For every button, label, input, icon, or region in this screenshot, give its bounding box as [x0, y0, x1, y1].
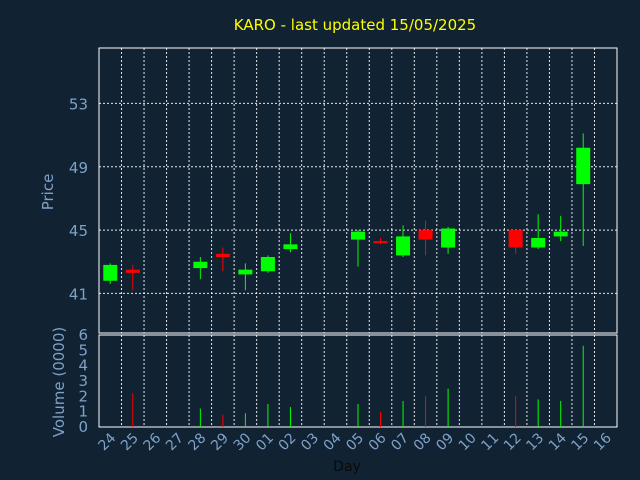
- price-tick-label: 45: [69, 222, 88, 240]
- day-tick-label: 25: [118, 430, 142, 454]
- day-tick-label: 01: [253, 430, 277, 454]
- candle-body-up: [553, 231, 568, 237]
- day-tick-label: 09: [433, 430, 457, 454]
- volume-tick-label: 6: [78, 326, 88, 344]
- candle-body-up: [103, 264, 118, 281]
- price-tick-label: 53: [69, 95, 88, 113]
- candle-body-up: [396, 236, 411, 256]
- grid-lines: [99, 48, 617, 427]
- day-tick-label: 14: [546, 430, 570, 454]
- volume-tick-label: 0: [78, 418, 88, 436]
- candle-body-down: [125, 269, 140, 273]
- volume-tick-label: 4: [78, 357, 88, 375]
- candle-body-up: [238, 269, 253, 275]
- price-panel: [98, 47, 618, 334]
- day-tick-label: 07: [388, 430, 412, 454]
- day-tick-label: 08: [411, 430, 435, 454]
- volume-tick-label: 5: [78, 341, 88, 359]
- day-axis-label: Day: [333, 459, 361, 475]
- day-tick-label: 04: [321, 430, 345, 454]
- day-tick-label: 29: [208, 430, 232, 454]
- candles-group: [103, 133, 591, 291]
- price-tick-label: 49: [69, 159, 88, 177]
- day-tick-label: 24: [95, 430, 119, 454]
- candle-body-up: [283, 244, 298, 250]
- volume-tick-label: 2: [78, 387, 88, 405]
- volume-axis-label: Volume (0000): [50, 327, 68, 437]
- candle-body-up: [193, 261, 208, 269]
- day-tick-label: 11: [478, 430, 502, 454]
- candle-body-up: [531, 238, 546, 248]
- day-tick-label: 26: [141, 430, 165, 454]
- candle-body-down: [215, 253, 230, 257]
- day-tick-label: 05: [343, 430, 367, 454]
- day-tick-label: 27: [163, 430, 187, 454]
- price-axis-label: Price: [39, 174, 57, 211]
- day-tick-label: 06: [366, 430, 390, 454]
- day-tick-label: 02: [276, 430, 300, 454]
- candle-body-down: [373, 241, 388, 244]
- candle-body-up: [576, 147, 591, 185]
- candle-body-down: [418, 230, 433, 240]
- candle-body-up: [441, 228, 456, 248]
- day-tick-label: 10: [456, 430, 480, 454]
- volume-tick-label: 1: [78, 403, 88, 421]
- day-tick-label: 13: [523, 430, 547, 454]
- chart-title: KARO - last updated 15/05/2025: [234, 16, 476, 34]
- price-axis-ticks: 41 45 49 53: [69, 95, 88, 303]
- volume-bars-group: [132, 345, 584, 427]
- candle-body-down: [508, 230, 523, 248]
- day-axis-ticks: 2425262728293001020304050607080910111213…: [95, 430, 614, 454]
- candle-body-up: [351, 231, 365, 240]
- day-tick-label: 30: [231, 430, 255, 454]
- day-tick-label: 03: [298, 430, 322, 454]
- day-tick-label: 28: [186, 430, 210, 454]
- price-tick-label: 41: [69, 285, 88, 303]
- day-tick-label: 12: [501, 430, 525, 454]
- day-tick-label: 16: [591, 430, 615, 454]
- candle-body-up: [260, 257, 275, 272]
- volume-tick-label: 3: [78, 372, 88, 390]
- day-tick-label: 15: [568, 430, 592, 454]
